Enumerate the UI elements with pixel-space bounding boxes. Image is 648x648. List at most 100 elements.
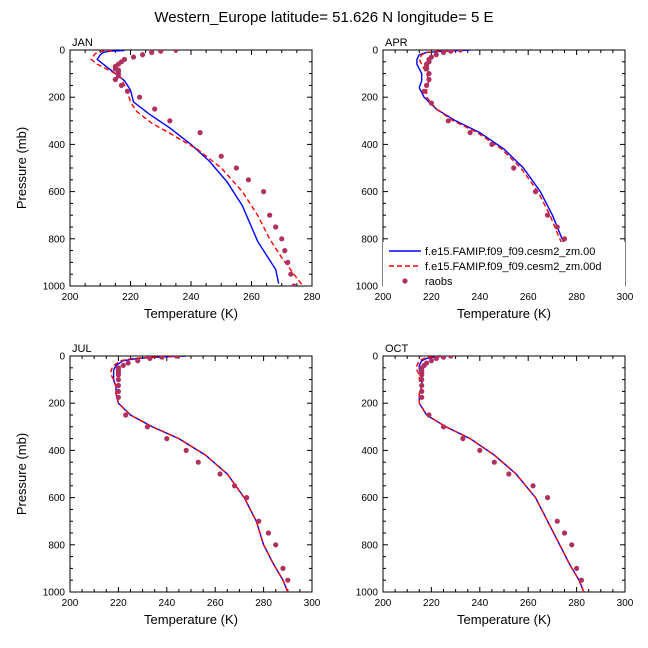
x-tick-label: 240 [158, 598, 175, 609]
legend: f.e15.FAMIP.f09_f09.cesm2_zm.00 f.e15.FAM… [383, 242, 625, 291]
y-tick-label: 1000 [43, 588, 66, 599]
raobs-point [261, 189, 267, 195]
panel-label: APR [385, 37, 408, 49]
y-tick-label: 600 [361, 493, 378, 504]
y-tick-label: 400 [48, 140, 65, 151]
legend-label: f.e15.FAMIP.f09_f09.cesm2_zm.00 [425, 246, 595, 258]
raobs-point [506, 471, 512, 477]
raobs-point [183, 447, 189, 453]
y-axis-title: Pressure (mb) [14, 433, 29, 515]
y-tick-label: 200 [361, 93, 378, 104]
y-tick-label: 600 [48, 187, 65, 198]
x-axis-title: Temperature (K) [144, 306, 238, 321]
y-tick-label: 200 [48, 399, 65, 410]
x-tick-label: 220 [423, 292, 440, 303]
panel-label: JAN [72, 37, 93, 49]
x-tick-label: 260 [520, 598, 537, 609]
raobs-point [428, 100, 434, 106]
series-line-00 [96, 50, 280, 284]
raobs-point [419, 377, 425, 383]
raobs-point [440, 356, 447, 360]
y-tick-label: 400 [48, 446, 65, 457]
y-tick-label: 0 [372, 46, 378, 57]
x-tick-label: 280 [304, 292, 321, 303]
series-line-00 [418, 356, 585, 592]
raobs-point [159, 356, 165, 360]
raobs-point [273, 542, 279, 548]
raobs-point [123, 412, 129, 418]
raobs-point [285, 577, 291, 583]
raobs-point [569, 542, 575, 548]
raobs-point [167, 118, 173, 124]
raobs-point [421, 88, 427, 94]
raobs-point [115, 73, 121, 79]
y-tick-label: 0 [372, 352, 378, 363]
raobs-point [574, 565, 580, 572]
raobs-point [426, 71, 432, 77]
raobs-point [233, 165, 239, 171]
raobs-point [489, 141, 495, 147]
raobs-point [197, 130, 203, 136]
y-tick-label: 800 [48, 234, 65, 245]
x-tick-label: 200 [375, 598, 392, 609]
raobs-point [285, 259, 291, 265]
legend-label: f.e15.FAMIP.f09_f09.cesm2_zm.00d [425, 261, 602, 273]
raobs-point [152, 106, 158, 112]
x-tick-label: 280 [568, 598, 585, 609]
panel-jul: JUL 200 220 240 260 280 300 0 200 400 600 800 1000 Te… [14, 343, 321, 627]
raobs-point [423, 82, 430, 88]
raobs-point [244, 495, 250, 501]
raobs-point [112, 76, 118, 83]
y-tick-label: 800 [48, 540, 65, 551]
x-axis-title: Temperature (K) [457, 612, 551, 627]
raobs-point [467, 130, 473, 136]
raobs-point [433, 356, 439, 361]
raobs-point [130, 54, 137, 60]
y-axis-title: Pressure (mb) [14, 127, 29, 209]
raobs-point [544, 495, 551, 501]
raobs-point [120, 362, 126, 369]
raobs-point [195, 459, 201, 465]
panel-label: JUL [72, 343, 92, 355]
y-tick-label: 1000 [43, 282, 66, 293]
plot-frame [69, 49, 313, 287]
raobs-point [477, 447, 483, 453]
panel-jan: JAN 200 220 240 260 280 0 200 400 600 800 1000 Tempe… [14, 37, 321, 321]
y-tick-label: 600 [48, 493, 65, 504]
x-tick-label: 260 [520, 292, 537, 303]
raobs-point [245, 177, 252, 183]
raobs-point [423, 66, 430, 72]
raobs-point [491, 459, 497, 465]
raobs-point [419, 394, 425, 400]
series-line-00 [112, 356, 289, 592]
raobs-point [457, 50, 464, 53]
y-tick-label: 0 [59, 46, 65, 57]
raobs-point [267, 212, 273, 218]
x-tick-label: 300 [304, 598, 321, 609]
y-tick-label: 400 [361, 140, 378, 151]
series-group [416, 356, 585, 592]
raobs-point [118, 82, 125, 88]
x-tick-label: 240 [471, 292, 488, 303]
raobs-point [125, 360, 131, 366]
x-tick-label: 260 [243, 292, 260, 303]
y-tick-label: 800 [361, 540, 378, 551]
panel-label: OCT [385, 343, 409, 355]
legend-marker [402, 278, 408, 284]
y-tick-label: 0 [59, 352, 65, 363]
series-group [90, 50, 304, 286]
raobs-point [164, 436, 170, 442]
raobs-point [115, 388, 121, 394]
raobs-point [140, 52, 146, 58]
raobs-point [511, 165, 517, 171]
raobs-point [561, 530, 568, 536]
x-tick-label: 240 [471, 598, 488, 609]
raobs-point [115, 377, 121, 383]
raobs-point [147, 356, 153, 361]
raobs-point [144, 424, 151, 430]
raobs-point [433, 52, 439, 58]
x-tick-label: 300 [617, 292, 634, 303]
raobs-point [419, 372, 425, 378]
raobs-point [115, 372, 121, 378]
